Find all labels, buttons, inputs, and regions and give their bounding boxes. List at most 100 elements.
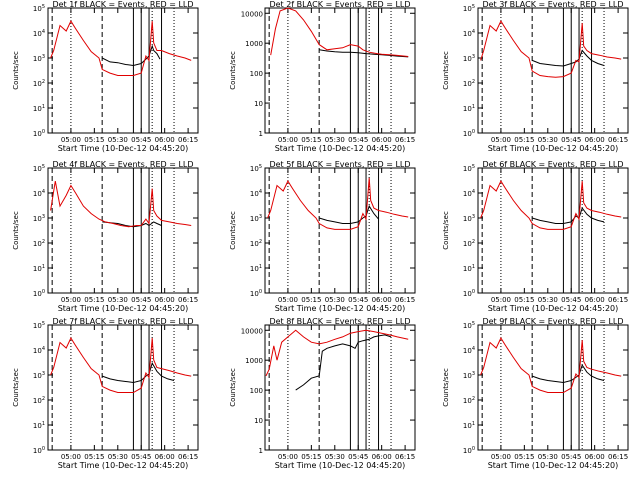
y-tick-label: 105 [463,4,475,13]
y-tick-label: 104 [33,189,45,198]
x-tick-label: 05:30 [108,453,128,461]
x-tick-label: 05:15 [301,296,321,304]
y-tick-label: 100 [463,446,475,455]
x-tick-label: 05:15 [301,136,321,144]
x-tick-label: 05:30 [325,453,345,461]
y-tick-label: 105 [463,321,475,330]
x-axis-label: Start Time (10-Dec-12 04:45:20) [58,144,189,153]
x-tick-label: 05:30 [108,136,128,144]
chart-panel-5: Det 5f BLACK = Events, RED = LLD 100 101 10… [229,160,416,313]
x-tick-label: 06:00 [155,136,175,144]
chart-title: Det 3f BLACK = Events, RED = LLD [482,0,623,9]
x-tick-label: 06:15 [178,453,198,461]
x-axis-label: Start Time (10-Dec-12 04:45:20) [488,304,619,313]
y-axis-label: Counts/sec [229,51,237,90]
y-tick-label: 1 [259,447,263,455]
y-tick-label: 102 [33,396,45,405]
plot-frame [47,324,199,451]
x-tick-label: 06:15 [178,136,198,144]
y-tick-label: 102 [33,239,45,248]
chart-title: Det 7f BLACK = Events, RED = LLD [52,317,193,326]
x-tick-label: 06:15 [395,136,415,144]
y-tick-label: 101 [463,421,475,430]
chart-panel-7: Det 7f BLACK = Events, RED = LLD 100 101 10… [12,317,199,470]
y-tick-label: 100 [463,289,475,298]
series-line-lld [50,20,192,76]
x-axis-label: Start Time (10-Dec-12 04:45:20) [275,144,406,153]
x-tick-label: 06:00 [585,136,605,144]
chart-title: Det 5f BLACK = Events, RED = LLD [269,160,410,169]
y-tick-label: 103 [463,214,475,223]
y-tick-label: 102 [463,396,475,405]
y-axis-label: Counts/sec [229,368,237,407]
y-tick-label: 101 [250,264,262,273]
x-axis-label: Start Time (10-Dec-12 04:45:20) [488,144,619,153]
x-tick-label: 05:45 [561,453,581,461]
y-tick-label: 100 [250,289,262,298]
x-tick-label: 05:45 [561,296,581,304]
series-line-lld [270,7,409,57]
x-tick-label: 05:30 [538,136,558,144]
x-tick-label: 05:30 [325,296,345,304]
y-tick-label: 102 [250,239,262,248]
y-tick-label: 100 [33,446,45,455]
y-tick-label: 105 [250,164,262,173]
y-tick-label: 100 [463,129,475,138]
series-line-events [101,44,161,67]
y-tick-label: 10000 [241,327,263,335]
x-tick-label: 05:45 [131,296,151,304]
x-tick-label: 06:15 [608,453,628,461]
x-tick-label: 05:45 [348,453,368,461]
plot-frame [477,324,629,451]
x-tick-label: 05:15 [84,453,104,461]
y-tick-label: 10 [254,100,263,108]
x-tick-label: 05:00 [278,136,298,144]
x-tick-label: 05:45 [561,136,581,144]
chart-title: Det 1f BLACK = Events, RED = LLD [52,0,193,9]
x-tick-label: 05:00 [61,453,81,461]
x-tick-label: 05:15 [301,453,321,461]
y-tick-label: 104 [250,189,262,198]
y-tick-label: 105 [33,164,45,173]
y-axis-label: Counts/sec [12,211,20,250]
chart-panel-8: Det 8f BLACK = Events, RED = LLD 1 10 100 10… [229,317,416,470]
y-tick-label: 101 [33,104,45,113]
x-tick-label: 05:15 [84,136,104,144]
x-tick-label: 05:15 [84,296,104,304]
series-line-lld [50,181,192,228]
y-tick-label: 104 [463,346,475,355]
x-tick-label: 05:45 [131,136,151,144]
x-tick-label: 06:00 [155,453,175,461]
y-tick-label: 104 [463,189,475,198]
x-tick-label: 05:00 [278,296,298,304]
y-tick-label: 104 [33,29,45,38]
x-tick-label: 06:00 [372,296,392,304]
y-tick-label: 102 [33,79,45,88]
chart-panel-1: Det 1f BLACK = Events, RED = LLD 100 101 10… [12,0,199,153]
x-tick-label: 06:15 [395,296,415,304]
series-line-events [319,49,409,58]
x-tick-label: 05:30 [108,296,128,304]
y-axis-label: Counts/sec [442,368,450,407]
series-line-events [295,334,392,391]
x-axis-label: Start Time (10-Dec-12 04:45:20) [58,461,189,470]
x-tick-label: 05:30 [325,136,345,144]
chart-title: Det 2f BLACK = Events, RED = LLD [269,0,410,9]
y-tick-label: 1000 [245,357,263,365]
x-tick-label: 06:15 [395,453,415,461]
plot-frame [264,324,416,451]
x-tick-label: 06:15 [178,296,198,304]
y-tick-label: 101 [463,104,475,113]
x-tick-label: 05:45 [348,296,368,304]
plot-frame [264,7,416,134]
y-tick-label: 105 [463,164,475,173]
plot-frame [477,167,629,294]
x-axis-label: Start Time (10-Dec-12 04:45:20) [275,304,406,313]
y-axis-label: Counts/sec [442,211,450,250]
chart-panel-3: Det 3f BLACK = Events, RED = LLD 100 101 10… [442,0,629,153]
series-line-events [532,49,605,67]
y-tick-label: 1 [259,130,263,138]
plot-frame [47,167,199,294]
x-tick-label: 06:00 [585,453,605,461]
